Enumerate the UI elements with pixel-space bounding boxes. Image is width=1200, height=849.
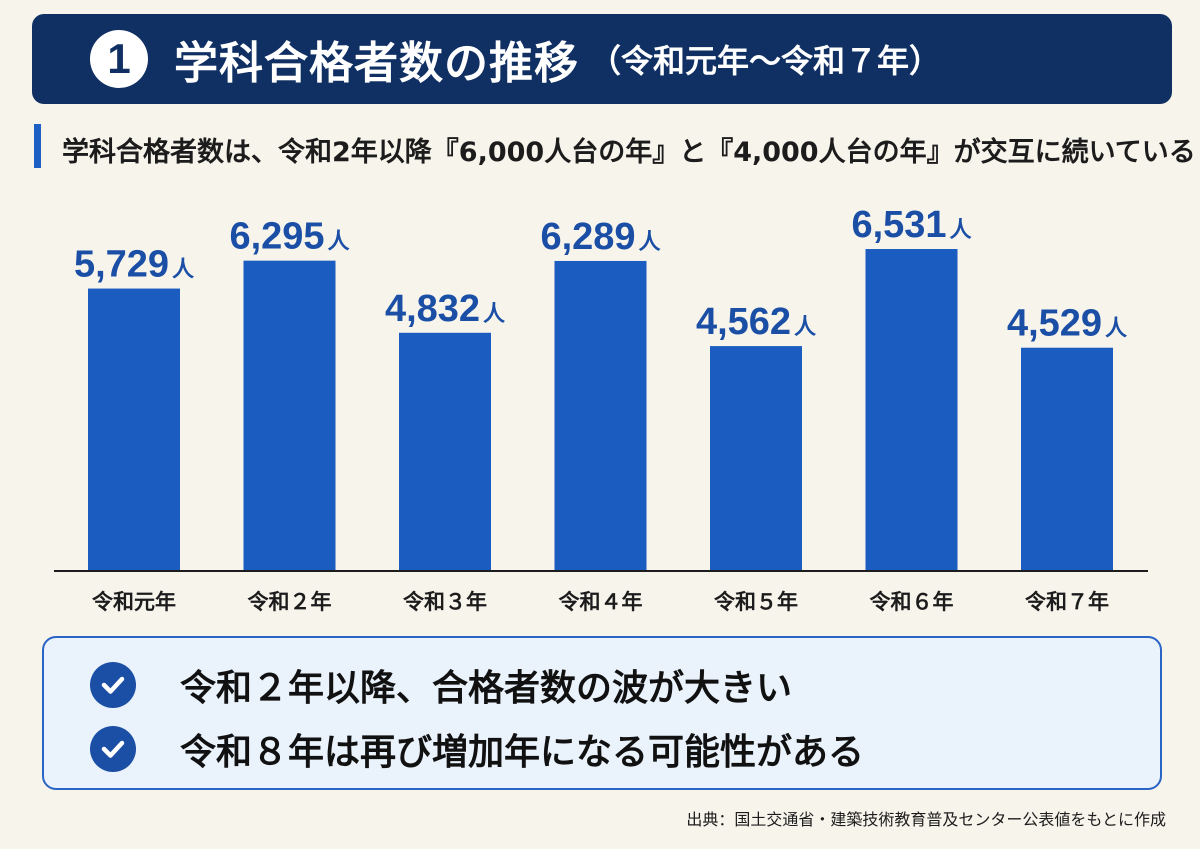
bar-value-label: 4,529 人 — [1007, 303, 1127, 345]
summary-item: 令和８年は再び増加年になる可能性がある — [90, 723, 864, 775]
subtitle-accent-bar — [34, 124, 41, 168]
bar-value-label: 6,531 人 — [851, 204, 971, 246]
bar — [710, 346, 802, 571]
x-tick-label: 令和５年 — [714, 590, 798, 614]
title-banner: 1 学科合格者数の推移 （令和元年～令和７年） — [32, 14, 1172, 104]
bar — [865, 249, 958, 571]
bar — [1021, 347, 1113, 571]
bar — [243, 260, 336, 571]
page-title: 学科合格者数の推移 — [174, 38, 579, 89]
x-tick-label: 令和６年 — [870, 590, 954, 614]
check-circle-icon — [90, 726, 136, 772]
bar-value-label: 6,295 人 — [229, 216, 349, 258]
bar-value-label: 4,832 人 — [385, 288, 505, 330]
x-tick-label: 令和４年 — [559, 590, 643, 614]
source-note: 出典：国土交通省・建築技術教育普及センター公表値をもとに作成 — [686, 810, 1166, 829]
summary-item-text: 令和８年は再び増加年になる可能性がある — [180, 732, 865, 773]
x-tick-label: 令和３年 — [403, 590, 487, 614]
bar-value-label: 4,562 人 — [696, 301, 816, 343]
x-tick-label: 令和７年 — [1025, 590, 1109, 614]
bar-value-label: 6,289 人 — [540, 216, 660, 258]
summary-item: 令和２年以降、合格者数の波が大きい — [90, 659, 792, 711]
section-number-badge: 1 — [90, 30, 148, 88]
x-tick-label: 令和２年 — [248, 590, 332, 614]
check-circle-icon — [90, 662, 136, 708]
bar — [399, 332, 491, 571]
page-title-period: （令和元年～令和７年） — [589, 42, 942, 80]
bar-value-label: 5,729 人 — [74, 244, 194, 286]
summary-box: 令和２年以降、合格者数の波が大きい 令和８年は再び増加年になる可能性がある — [42, 636, 1162, 790]
x-tick-label: 令和元年 — [92, 590, 176, 614]
bar — [554, 260, 647, 571]
summary-item-text: 令和２年以降、合格者数の波が大きい — [180, 668, 793, 709]
chart-subtitle: 学科合格者数は、令和2年以降『6,000人台の年』と『4,000人台の年』が交互… — [62, 137, 1196, 168]
bar — [88, 288, 180, 571]
